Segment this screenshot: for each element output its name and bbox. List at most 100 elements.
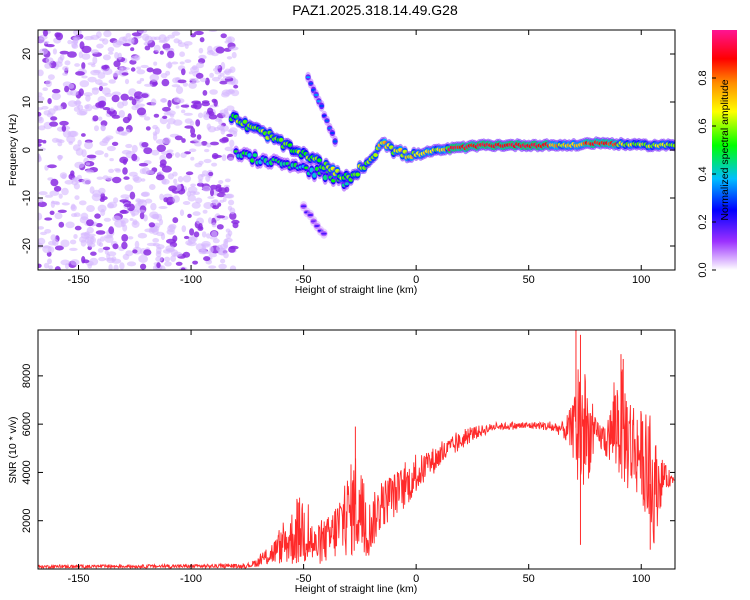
noise-speckle [45,79,52,88]
noise-speckle [92,56,98,65]
y-tick-label: 6000 [21,412,33,436]
noise-speckle [226,56,233,60]
noise-speckle [133,176,142,183]
noise-speckle [98,256,106,262]
noise-speckle [40,231,47,236]
noise-speckle [59,172,68,179]
noise-speckle [225,193,235,199]
noise-speckle [160,265,166,270]
noise-speckle [52,238,59,247]
snr-data [38,330,675,569]
noise-speckle [49,121,59,127]
noise-speckle [38,69,44,77]
noise-speckle [145,126,151,131]
noise-speckle [227,205,233,211]
noise-speckle [127,236,134,240]
upward-streak-core [314,93,319,97]
noise-speckle [45,57,54,64]
noise-speckle [194,141,203,147]
noise-speckle [137,30,148,34]
noise-speckle [112,243,119,250]
noise-speckle [159,218,164,226]
downward-streak-core [307,214,314,216]
noise-speckle [70,259,80,266]
colorbar-ticks: 0.0 0.2 0.4 0.6 0.8 [697,70,716,278]
noise-speckle [177,79,187,84]
noise-speckle [111,114,121,119]
noise-speckle [144,228,154,233]
noise-speckle [73,30,82,36]
colorbar-tick-label: 0.4 [697,166,709,181]
noise-speckle [59,50,69,55]
noise-speckle [203,158,212,164]
noise-speckle [38,143,42,147]
noise-speckle [96,176,104,180]
noise-speckle [79,80,90,88]
noise-speckle [190,33,197,38]
x-tick-label: 0 [413,274,419,286]
noise-speckle [79,41,85,50]
noise-speckle [67,100,78,107]
x-tick-label: 100 [632,274,650,286]
noise-speckle [212,199,219,206]
noise-speckle [207,196,215,199]
noise-speckle [38,237,46,245]
noise-speckle [153,113,160,118]
noise-speckle [171,61,179,65]
noise-speckle [198,160,204,165]
noise-speckle [67,39,72,45]
noise-speckle [182,251,191,258]
noise-speckle [55,32,63,41]
noise-speckle [167,34,176,39]
noise-speckle [159,50,164,55]
noise-speckle [122,100,128,107]
noise-speckle [94,150,104,156]
noise-speckle [209,89,218,95]
noise-speckle [98,242,104,248]
snr-series-line [38,369,675,569]
x-tick-label: 100 [632,573,650,585]
noise-speckle [64,85,70,93]
main-signal-core [355,172,360,177]
upward-streak-core [308,82,313,85]
noise-speckle [81,178,92,185]
noise-speckle [119,199,129,203]
noise-speckle [98,187,106,195]
noise-speckle [120,93,129,102]
noise-speckle [103,217,112,222]
snr-panel: -150 -100 -50 0 50 100 2000 4000 6000 8000 Height… [7,329,676,595]
noise-speckle [38,37,45,44]
noise-speckle [203,110,209,118]
noise-speckle [121,234,129,242]
noise-speckle [199,77,207,83]
noise-speckle [104,235,114,243]
noise-speckle [161,78,170,87]
noise-speckle [131,98,137,106]
noise-speckle [38,139,44,144]
noise-speckle [51,92,61,101]
y-tick-label: 10 [21,96,33,108]
noise-speckle [136,103,145,107]
noise-speckle [167,99,172,108]
noise-speckle [84,141,93,150]
noise-speckle [73,106,81,112]
noise-speckle [229,212,237,220]
noise-speckle [60,259,70,266]
noise-speckle [108,79,116,84]
noise-speckle [161,178,170,185]
noise-speckle [198,248,204,253]
noise-speckle [58,221,65,228]
noise-speckle [108,51,114,55]
noise-speckle [68,83,75,89]
upward-streak-core [324,119,330,122]
noise-speckle [141,93,149,98]
x-tick-label: -100 [180,274,202,286]
noise-speckle [140,64,149,69]
noise-speckle [216,215,226,219]
noise-speckle [135,198,142,204]
noise-speckle [113,197,119,204]
noise-speckle [102,246,111,251]
noise-speckle [208,265,217,269]
noise-speckle [102,175,109,180]
noise-speckle [42,87,48,91]
